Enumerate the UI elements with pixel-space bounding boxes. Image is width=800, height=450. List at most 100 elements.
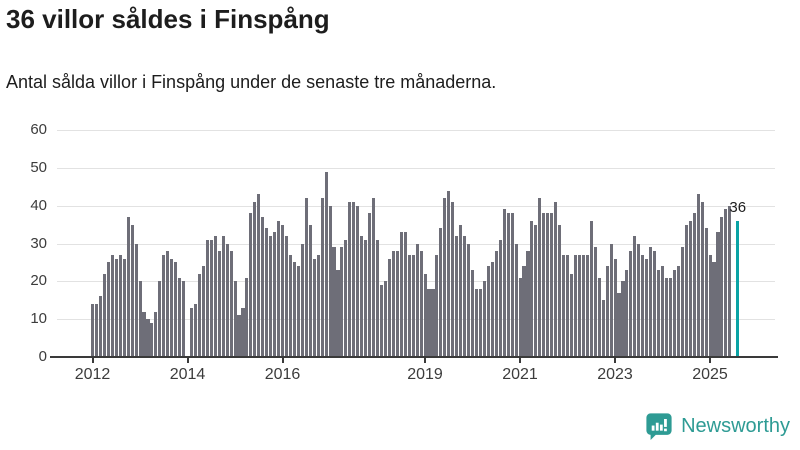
bar <box>98 296 102 357</box>
bar <box>213 235 217 357</box>
bar <box>407 254 411 357</box>
bar <box>344 239 348 357</box>
bar <box>554 201 558 357</box>
bar <box>601 300 605 357</box>
bar <box>296 266 300 357</box>
bar <box>253 201 257 357</box>
bar <box>201 266 205 357</box>
bar <box>221 235 225 357</box>
bar <box>478 288 482 357</box>
bar <box>360 235 364 357</box>
bar <box>597 277 601 357</box>
bar <box>562 254 566 357</box>
bar <box>257 194 261 357</box>
bar <box>724 209 728 357</box>
x-tick-label: 2014 <box>169 366 206 383</box>
bar <box>328 205 332 357</box>
bar <box>534 224 538 357</box>
bar <box>372 198 376 357</box>
x-tick-label: 2023 <box>597 366 633 383</box>
bar <box>91 304 95 357</box>
bar <box>182 281 186 357</box>
bar <box>241 307 245 357</box>
bar <box>514 243 518 357</box>
x-tick-mark <box>424 358 426 363</box>
gridline <box>57 130 775 131</box>
bar <box>617 292 621 357</box>
x-axis-line <box>50 356 778 358</box>
bar <box>340 247 344 357</box>
bar <box>403 232 407 357</box>
bar <box>158 281 162 357</box>
bar <box>292 262 296 357</box>
bar <box>494 251 498 357</box>
bar <box>463 235 467 357</box>
bar <box>684 224 688 357</box>
x-tick-label: 2012 <box>74 366 111 383</box>
bar <box>217 251 221 357</box>
bar <box>273 232 277 357</box>
bar <box>284 235 289 357</box>
bar <box>550 213 554 357</box>
bar <box>415 243 419 357</box>
bar <box>229 251 233 357</box>
bar <box>704 228 708 357</box>
bar <box>126 217 130 357</box>
bar <box>455 235 459 357</box>
bar <box>566 254 570 357</box>
bar <box>467 243 471 357</box>
bar <box>189 307 194 357</box>
bar <box>205 239 209 357</box>
x-tick-mark <box>519 358 521 363</box>
bar <box>102 273 106 357</box>
bar <box>661 266 665 357</box>
bar <box>336 269 340 357</box>
bar <box>451 201 455 357</box>
bar <box>708 254 712 357</box>
bar <box>668 277 672 357</box>
bar <box>269 235 273 357</box>
bar <box>720 217 724 357</box>
x-tick-label: 2021 <box>502 366 538 383</box>
bar <box>692 213 696 357</box>
bar <box>265 228 269 357</box>
y-tick-label: 20 <box>30 272 47 290</box>
bar <box>138 281 142 357</box>
y-tick-label: 60 <box>30 121 47 138</box>
newsworthy-logo[interactable]: Newsworthy <box>645 411 790 441</box>
bar <box>419 251 423 357</box>
x-tick-label: 2016 <box>264 366 301 383</box>
bar <box>383 281 387 357</box>
bar <box>605 266 609 357</box>
bar <box>696 194 700 357</box>
bar <box>716 232 720 357</box>
page-title: 36 villor såldes i Finspång <box>6 4 330 34</box>
bar <box>526 251 530 357</box>
bar <box>482 281 486 357</box>
y-tick-label: 0 <box>38 348 47 365</box>
bar <box>281 224 285 357</box>
bar <box>249 213 253 357</box>
bar <box>316 254 320 357</box>
bar <box>538 198 542 357</box>
bar <box>649 247 653 357</box>
bar <box>680 247 684 357</box>
bar <box>573 254 577 357</box>
brand-name: Newsworthy <box>681 414 790 437</box>
bar-current-highlight <box>736 220 740 357</box>
bar <box>664 277 669 357</box>
bar <box>498 239 502 357</box>
bar <box>641 254 645 357</box>
bar <box>312 258 316 357</box>
bar <box>142 311 146 357</box>
bar <box>154 311 158 357</box>
bar <box>162 254 166 357</box>
bar <box>106 262 110 357</box>
bar <box>700 201 704 357</box>
x-tick-label: 2019 <box>407 366 443 383</box>
bar <box>672 269 676 357</box>
bar <box>110 254 114 357</box>
bar <box>459 224 463 357</box>
bar <box>471 269 475 357</box>
